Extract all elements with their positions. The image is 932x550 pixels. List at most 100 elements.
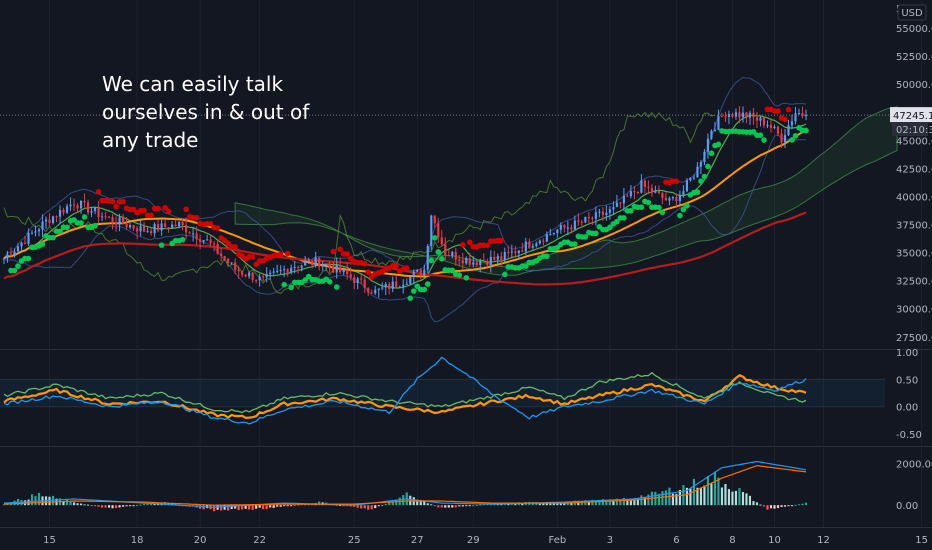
candle-body [328, 264, 331, 268]
macd-histogram-bar [286, 505, 289, 507]
candle-body [633, 191, 636, 193]
time-tick-label: 15 [915, 535, 928, 546]
candle-body [55, 216, 58, 218]
candle-body [783, 135, 787, 143]
candle-body [619, 202, 622, 204]
candle-body [356, 278, 359, 284]
candle-body [689, 178, 692, 181]
sar-dot [782, 116, 788, 123]
sar-dot [789, 137, 795, 143]
macd-histogram-bar [132, 505, 135, 507]
macd-histogram-bar [72, 502, 76, 506]
time-tick-label: 22 [253, 535, 266, 546]
time-axis[interactable]: 15 18 20 22 25 27 29 Feb 3 6 8 10 12 15 [43, 535, 928, 546]
candle-body [710, 130, 713, 139]
price-tick-label: 27500.00 [896, 333, 932, 344]
rsi-tick-label: 0.00 [896, 403, 918, 414]
sar-dot [757, 132, 764, 139]
candle-body [675, 197, 678, 201]
candle-body [409, 276, 412, 284]
last-price-label: 47245.14 [893, 111, 932, 122]
candle-body [153, 224, 156, 234]
candle-body [146, 231, 149, 233]
candle-body [276, 270, 279, 272]
candle-body [678, 194, 682, 201]
candle-body [206, 239, 209, 241]
candle-body [251, 272, 254, 281]
sar-dot [656, 204, 662, 211]
sar-dot [572, 241, 578, 247]
candle-body [136, 228, 139, 232]
countdown-box [892, 122, 928, 137]
candle-body [325, 264, 328, 266]
candle-body [286, 269, 289, 273]
macd-histogram-bar [657, 493, 660, 506]
currency-badge [897, 4, 927, 21]
candle-body [797, 113, 801, 115]
macd-histogram-bar [563, 502, 566, 506]
macd-histogram-bar [797, 504, 801, 506]
rsi-line-green [3, 371, 807, 414]
candle-body [759, 117, 762, 121]
macd-histogram-bar [349, 505, 352, 507]
rsi-tick-label: -0.50 [896, 430, 922, 441]
macd-histogram-bar [601, 499, 604, 506]
sar-dot [277, 251, 284, 258]
macd-histogram-bar [580, 501, 583, 506]
macd-histogram-bar [262, 505, 265, 510]
candle-body [290, 267, 293, 273]
macd-histogram-bar [83, 504, 86, 506]
macd-histogram-bar [794, 504, 797, 506]
candle-body [528, 241, 531, 248]
candle-body [293, 266, 296, 268]
candle-body [433, 215, 436, 224]
candle-body [223, 256, 226, 259]
macd-histogram-bar [675, 493, 678, 506]
sar-dot [141, 207, 147, 214]
macd-histogram-bar [377, 505, 380, 507]
macd-histogram-bar [633, 498, 636, 506]
candle-body [699, 161, 703, 167]
sar-dot [302, 277, 308, 283]
candle-body [451, 251, 454, 256]
macd-histogram-bar [647, 494, 650, 506]
candle-body [209, 239, 212, 244]
candle-body [97, 207, 100, 217]
macd-histogram-bar [552, 502, 555, 506]
time-tick-label: 20 [194, 535, 207, 546]
macd-histogram-bar [636, 499, 639, 506]
macd-histogram-bar [391, 501, 394, 506]
sar-dot [39, 241, 46, 247]
macd-histogram-bar [269, 505, 272, 508]
macd-histogram-bar [556, 502, 559, 506]
candle-body [507, 252, 510, 254]
candle-body [9, 254, 13, 256]
macd-histogram-bar [139, 504, 142, 506]
candle-body [423, 269, 426, 275]
candle-body [794, 113, 797, 122]
candle-body [398, 286, 401, 288]
macd-histogram-bar [283, 505, 286, 507]
candle-body [552, 233, 555, 235]
sar-dot [684, 202, 690, 209]
sar-dot [92, 222, 98, 229]
candle-body [185, 225, 188, 233]
sar-dot [523, 263, 529, 269]
candle-body [76, 205, 79, 209]
price-axis[interactable]: 27500.00 30000.00 32500.00 35000.00 37500.00… [896, 4, 932, 512]
macd-histogram-bar [598, 499, 601, 506]
sar-dot [785, 106, 792, 113]
candle-body [363, 279, 366, 288]
sar-dot [463, 275, 470, 281]
sar-dot [694, 189, 701, 195]
macd-histogram-bar [559, 502, 562, 506]
sar-dot [253, 261, 259, 268]
macd-histogram-bar [423, 500, 426, 506]
candle-body [657, 191, 660, 193]
macd-pane [2, 460, 808, 512]
sar-dot [645, 199, 652, 206]
candle-body [188, 232, 191, 234]
sar-dot [130, 206, 137, 213]
sar-dot [614, 218, 620, 225]
